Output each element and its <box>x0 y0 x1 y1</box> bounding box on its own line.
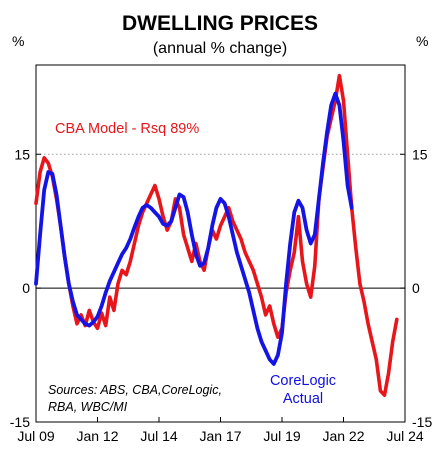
actual-annotation-line2: Actual <box>283 391 323 407</box>
plot-frame <box>35 64 406 423</box>
x-tick-label: Jul 24 <box>386 428 424 444</box>
y-tick-label-right: 0 <box>412 280 420 296</box>
y-axis-left-unit: % <box>12 33 24 49</box>
x-tick-label: Jan 22 <box>322 428 364 444</box>
x-tick-label: Jul 14 <box>140 428 178 444</box>
x-tick-label: Jul 09 <box>17 428 55 444</box>
y-tick-label-left: 15 <box>14 146 30 162</box>
corelogic-actual-line <box>34 91 354 366</box>
model-annotation: CBA Model - Rsq 89% <box>55 121 199 137</box>
actual-annotation-line1: CoreLogic <box>270 373 336 389</box>
y-tick-label-right: -15 <box>412 414 432 430</box>
x-tick-label: Jul 19 <box>263 428 301 444</box>
chart-subtitle: (annual % change) <box>153 40 287 57</box>
y-tick-label-left: -15 <box>10 414 30 430</box>
y-tick-label-right: 15 <box>412 146 428 162</box>
sources-note-line2: RBA, WBC/MI <box>48 400 128 414</box>
y-axis-right-unit: % <box>416 33 428 49</box>
y-tick-label-left: 0 <box>22 280 30 296</box>
x-tick-label: Jan 12 <box>76 428 118 444</box>
chart-title: DWELLING PRICES <box>122 12 318 35</box>
x-tick-label: Jan 17 <box>199 428 241 444</box>
sources-note-line1: Sources: ABS, CBA,CoreLogic, <box>48 383 222 397</box>
